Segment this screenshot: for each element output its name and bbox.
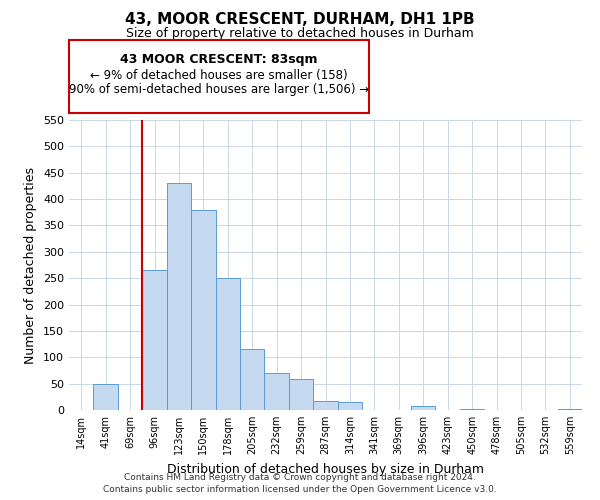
Bar [411,406,436,410]
Bar [338,402,362,410]
Bar [167,184,191,410]
Text: ← 9% of detached houses are smaller (158): ← 9% of detached houses are smaller (158… [90,68,348,82]
Text: Contains public sector information licensed under the Open Government Licence v3: Contains public sector information licen… [103,484,497,494]
Text: 43 MOOR CRESCENT: 83sqm: 43 MOOR CRESCENT: 83sqm [120,52,318,66]
Y-axis label: Number of detached properties: Number of detached properties [25,166,37,364]
Bar [460,409,484,410]
Text: 43, MOOR CRESCENT, DURHAM, DH1 1PB: 43, MOOR CRESCENT, DURHAM, DH1 1PB [125,12,475,28]
Bar [313,400,338,410]
Bar [265,373,289,410]
Bar [289,380,313,410]
Bar [215,278,240,410]
Bar [240,350,265,410]
X-axis label: Distribution of detached houses by size in Durham: Distribution of detached houses by size … [167,462,484,475]
Text: Contains HM Land Registry data © Crown copyright and database right 2024.: Contains HM Land Registry data © Crown c… [124,473,476,482]
Text: 90% of semi-detached houses are larger (1,506) →: 90% of semi-detached houses are larger (… [69,84,369,96]
Bar [142,270,167,410]
Text: Size of property relative to detached houses in Durham: Size of property relative to detached ho… [126,28,474,40]
Bar [191,210,215,410]
Bar [94,384,118,410]
